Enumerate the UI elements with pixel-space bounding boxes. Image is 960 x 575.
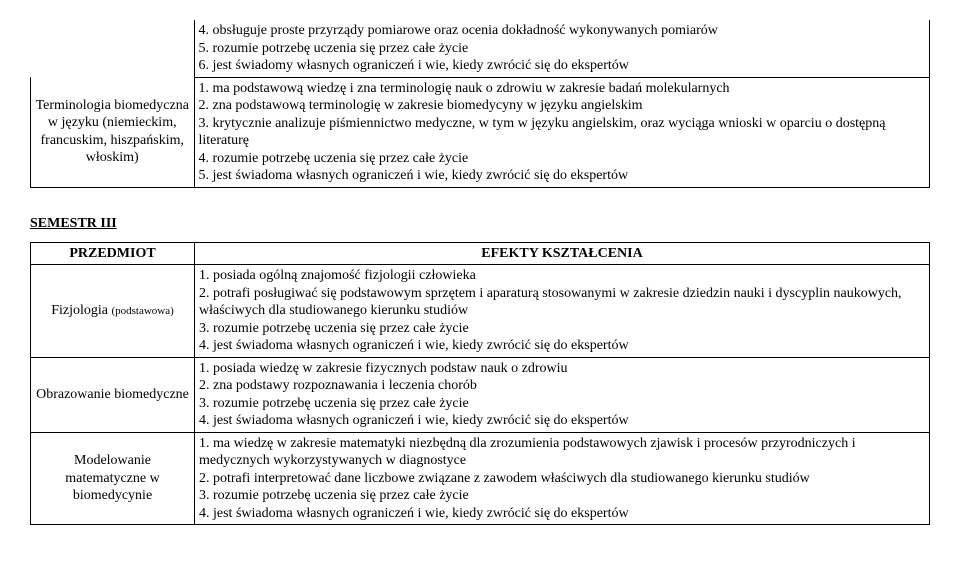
line: 1. ma podstawową wiedzę i zna terminolog… (199, 80, 926, 98)
line: 6. jest świadomy własnych ograniczeń i w… (199, 57, 926, 75)
line: 4. jest świadoma własnych ograniczeń i w… (199, 412, 925, 430)
line: 2. potrafi interpretować dane liczbowe z… (199, 470, 925, 488)
line: 3. rozumie potrzebę uczenia się przez ca… (199, 487, 925, 505)
s3-r1-label: Fizjologia (podstawowa) (31, 265, 195, 358)
top-table: 4. obsługuje proste przyrządy pomiarowe … (30, 20, 930, 188)
line: 3. krytycznie analizuje piśmiennictwo me… (199, 115, 926, 150)
line: 2. zna podstawową terminologię w zakresi… (199, 97, 926, 115)
top-row1-content: 4. obsługuje proste przyrządy pomiarowe … (194, 20, 930, 77)
s3-r3-content: 1. ma wiedzę w zakresie matematyki niezb… (195, 432, 930, 525)
line: 3. rozumie potrzebę uczenia się przez ca… (199, 320, 925, 338)
line: 2. potrafi posługiwać się podstawowym sp… (199, 285, 925, 320)
line: 2. zna podstawy rozpoznawania i leczenia… (199, 377, 925, 395)
col-header-left: PRZEDMIOT (31, 242, 195, 265)
line: 1. posiada ogólną znajomość fizjologii c… (199, 267, 925, 285)
top-row2-content: 1. ma podstawową wiedzę i zna terminolog… (194, 77, 930, 187)
line: 5. rozumie potrzebę uczenia się przez ca… (199, 40, 926, 58)
empty-cell (31, 20, 195, 77)
top-row2-label: Terminologia biomedyczna w języku (niemi… (31, 77, 195, 187)
line: 1. posiada wiedzę w zakresie fizycznych … (199, 360, 925, 378)
line: 4. obsługuje proste przyrządy pomiarowe … (199, 22, 926, 40)
line: 4. jest świadoma własnych ograniczeń i w… (199, 337, 925, 355)
line: 1. ma wiedzę w zakresie matematyki niezb… (199, 435, 925, 470)
semester-heading: SEMESTR III (30, 216, 930, 232)
s3-r2-label: Obrazowanie biomedyczne (31, 357, 195, 432)
line: 5. jest świadoma własnych ograniczeń i w… (199, 167, 926, 185)
line: 3. rozumie potrzebę uczenia się przez ca… (199, 395, 925, 413)
s3-r1-content: 1. posiada ogólną znajomość fizjologii c… (195, 265, 930, 358)
s3-r2-content: 1. posiada wiedzę w zakresie fizycznych … (195, 357, 930, 432)
s3-r3-label: Modelowanie matematyczne w biomedycynie (31, 432, 195, 525)
line: 4. jest świadoma własnych ograniczeń i w… (199, 505, 925, 523)
line: 4. rozumie potrzebę uczenia się przez ca… (199, 150, 926, 168)
semester-table: PRZEDMIOT EFEKTY KSZTAŁCENIA Fizjologia … (30, 242, 930, 526)
col-header-right: EFEKTY KSZTAŁCENIA (195, 242, 930, 265)
